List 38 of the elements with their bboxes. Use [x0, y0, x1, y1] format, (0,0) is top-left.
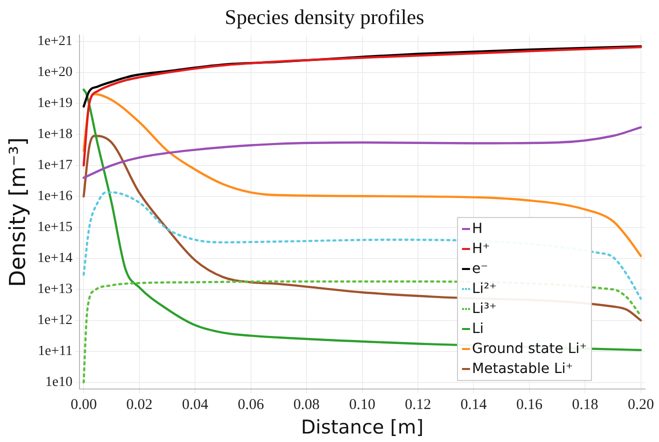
- y-tick-label: 1e+14: [37, 251, 73, 266]
- x-tick-label: 0.18: [572, 397, 598, 414]
- line-series: [82, 45, 642, 108]
- legend-label: Metastable Li⁺: [472, 360, 574, 380]
- y-tick-label: 1e+15: [37, 220, 73, 236]
- line-series: [82, 126, 642, 179]
- chart-title: Species density profiles: [224, 5, 424, 30]
- x-tick-label: 0.06: [238, 397, 264, 414]
- x-tick-label: 0.12: [404, 397, 432, 414]
- line-series: [82, 93, 642, 258]
- x-tick-label: 0.04: [182, 397, 209, 414]
- x-tick-label: 0.02: [126, 397, 153, 414]
- legend-label: H⁺: [472, 240, 490, 260]
- x-tick-label: 0.10: [349, 397, 376, 414]
- legend-label: H: [472, 220, 483, 240]
- y-tick-label: 1e+16: [37, 189, 73, 204]
- y-tick-label: 1e10: [45, 375, 73, 390]
- legend-label: Li³⁺: [472, 300, 497, 320]
- x-tick-label: 0.14: [460, 397, 488, 414]
- legend-label: Li: [472, 320, 484, 340]
- legend-label: Li²⁺: [472, 280, 497, 300]
- y-tick-label: 1e+20: [37, 65, 73, 80]
- x-tick-label: 0.00: [70, 397, 97, 414]
- x-tick-label: 0.08: [293, 397, 320, 414]
- x-tick-label: 0.20: [628, 397, 654, 414]
- line-series: [82, 46, 642, 167]
- x-axis-title: Distance [m]: [301, 416, 424, 439]
- y-tick-label: 1e+12: [37, 313, 73, 328]
- y-tick-label: 1e+17: [37, 158, 73, 174]
- legend-label: Ground state Li⁺: [472, 340, 587, 360]
- y-axis-title: Density [m⁻³]: [6, 137, 31, 288]
- x-tick-label: 0.16: [516, 397, 544, 414]
- y-tick-label: 1e+11: [38, 344, 73, 360]
- y-tick-label: 1e+19: [37, 96, 73, 112]
- legend-label: e⁻: [472, 260, 488, 280]
- y-tick-label: 1e+13: [37, 282, 73, 298]
- y-tick-label: 1e+18: [37, 127, 73, 142]
- y-tick-label: 1e+21: [37, 34, 73, 50]
